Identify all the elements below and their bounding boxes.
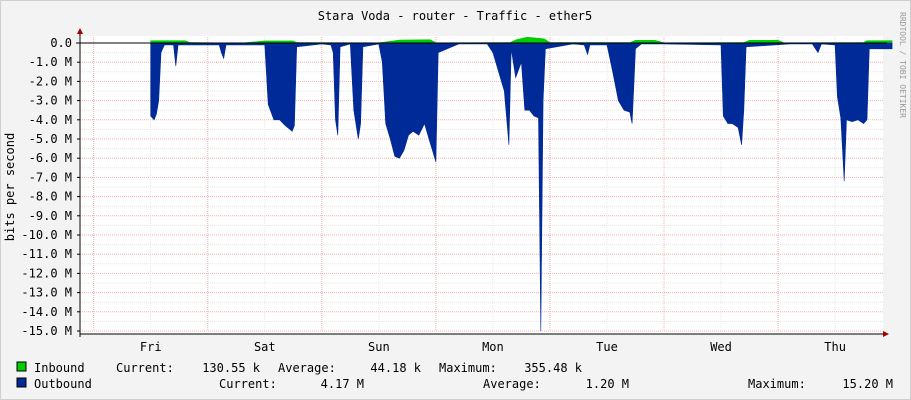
legend-name-inbound: Inbound	[34, 361, 85, 375]
y-tick-label: -8.0 M	[29, 190, 72, 204]
legend-label-current: Current:	[219, 377, 277, 391]
y-tick-label: -1.0 M	[29, 55, 72, 69]
y-tick-label: -15.0 M	[21, 324, 72, 338]
y-tick-label: -2.0 M	[29, 74, 72, 88]
legend-value-outbound-average: 1.20 M	[586, 377, 629, 391]
legend-label-current: Current:	[116, 361, 174, 375]
x-tick-label: Fri	[140, 340, 162, 354]
y-axis-arrow	[77, 28, 83, 34]
y-tick-label: -13.0 M	[21, 286, 72, 300]
legend-swatch-outbound	[16, 377, 27, 388]
y-tick-label: -12.0 M	[21, 266, 72, 280]
grid-lines	[80, 37, 883, 332]
legend-value-inbound-average: 44.18 k	[370, 361, 421, 375]
rrdtool-watermark: RRDTOOL / TOBI OETIKER	[898, 12, 907, 118]
x-tick-label: Sat	[254, 340, 276, 354]
legend-label-maximum: Maximum:	[439, 361, 497, 375]
x-tick-label: Wed	[710, 340, 732, 354]
y-tick-label: -9.0 M	[29, 209, 72, 223]
y-tick-label: -14.0 M	[21, 305, 72, 319]
x-tick-label: Sun	[368, 340, 390, 354]
legend-label-average: Average:	[483, 377, 541, 391]
y-tick-label: -3.0 M	[29, 94, 72, 108]
axes	[76, 28, 889, 337]
y-tick-label: -5.0 M	[29, 132, 72, 146]
plot-area	[79, 36, 883, 334]
y-axis-label: bits per second	[3, 133, 17, 241]
y-tick-label: -7.0 M	[29, 170, 72, 184]
y-tick-label: -6.0 M	[29, 151, 72, 165]
y-tick-label: -4.0 M	[29, 113, 72, 127]
legend-label-maximum: Maximum:	[748, 377, 806, 391]
x-tick-label: Thu	[824, 340, 846, 354]
y-tick-label: -10.0 M	[21, 228, 72, 242]
y-tick-label: 0.0	[50, 36, 72, 50]
legend-swatch-inbound	[16, 361, 27, 372]
legend-label-average: Average:	[278, 361, 336, 375]
y-tick-label: -11.0 M	[21, 247, 72, 261]
x-tick-label: Mon	[482, 340, 504, 354]
x-tick-labels: Fri Sat Sun Mon Tue Wed Thu	[140, 340, 846, 354]
legend: Inbound Current: 130.55 k Average: 44.18 k Ma…	[16, 361, 893, 391]
legend-value-inbound-maximum: 355.48 k	[524, 361, 583, 375]
legend-name-outbound: Outbound	[34, 377, 92, 391]
legend-value-outbound-maximum: 15.20 M	[842, 377, 893, 391]
chart-title: Stara Voda - router - Traffic - ether5	[318, 9, 593, 23]
series-area-outbound	[150, 42, 893, 332]
legend-value-inbound-current: 130.55 k	[202, 361, 261, 375]
legend-value-outbound-current: 4.17 M	[321, 377, 364, 391]
x-tick-label: Tue	[596, 340, 618, 354]
y-tick-labels: 0.0 -1.0 M -2.0 M -3.0 M -4.0 M -5.0 M -6.0 M -…	[21, 36, 80, 338]
x-axis-arrow	[883, 331, 889, 337]
